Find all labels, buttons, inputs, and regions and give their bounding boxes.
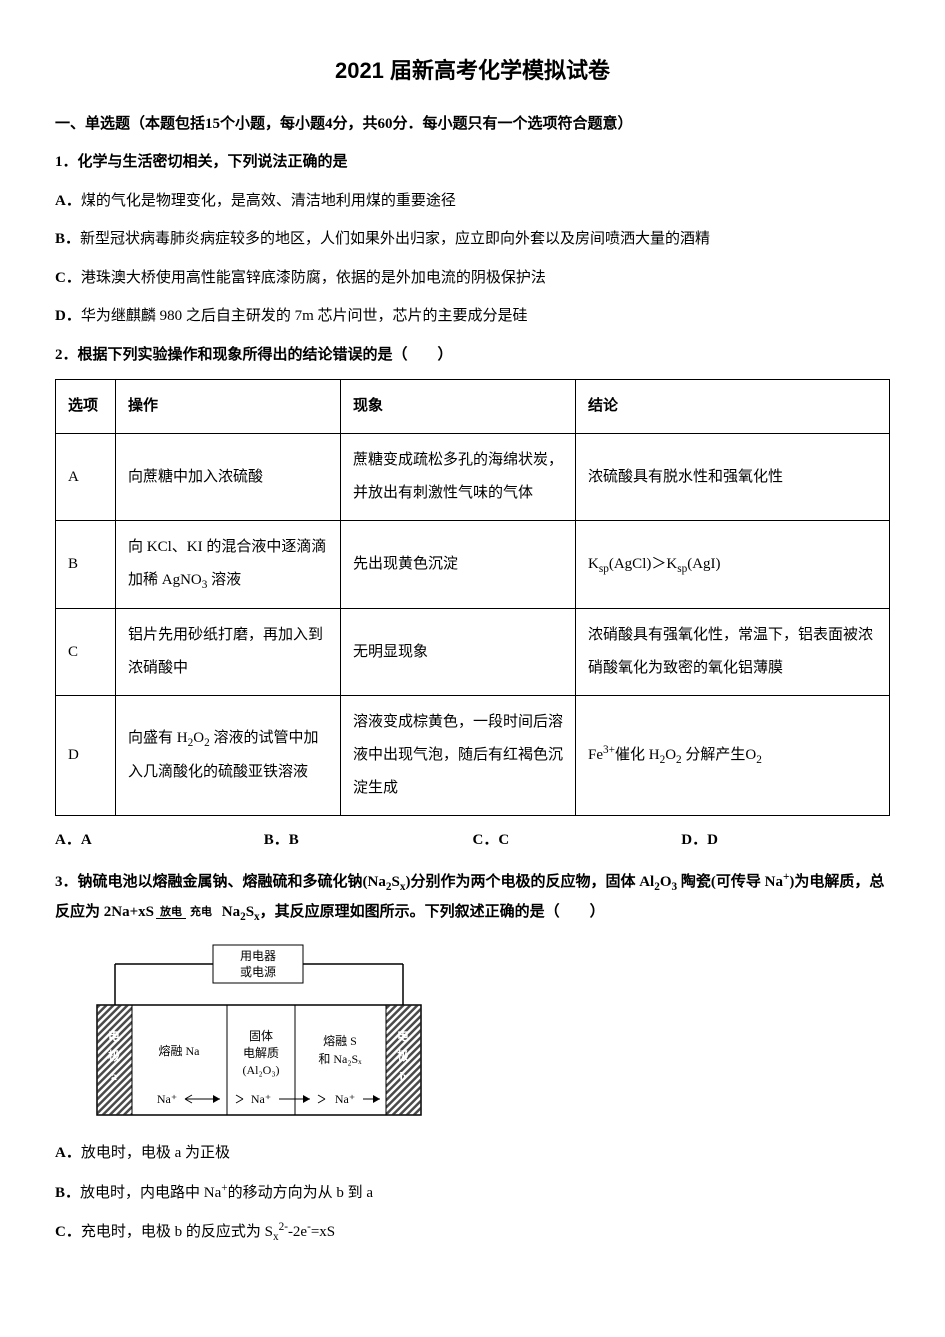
q1-option-a: A．煤的气化是物理变化，是高效、清洁地利用煤的重要途径 — [55, 187, 890, 216]
cell-d-conc: Fe3+催化 H2O2 分解产生O2 — [576, 696, 890, 816]
q3-c-label: C． — [55, 1224, 81, 1240]
cell-a-opt: A — [56, 434, 116, 521]
q1-d-text: 华为继麒麟 980 之后自主研发的 7m 芯片问世，芯片的主要成分是硅 — [81, 308, 528, 324]
q3-b-t1: 放电时，内电路中 Na — [80, 1185, 221, 1201]
q3-t5: 陶瓷(可传导 Na — [677, 874, 783, 890]
q3-option-a: A．放电时，电极 a 为正极 — [55, 1139, 890, 1168]
table-row: B 向 KCl、KI 的混合液中逐滴滴加稀 AgNO3 溶液 先出现黄色沉淀 K… — [56, 521, 890, 609]
q1-b-text: 新型冠状病毒肺炎病症较多的地区，人们如果外出归家，应立即向外套以及房间喷洒大量的… — [80, 231, 710, 247]
q2-answer-c: C．C — [473, 826, 682, 855]
battery-diagram: 用电器或电源电极a电极b熔融 Na固体电解质(Al₂O₃)熔融 S和 Na₂Sₓ… — [85, 940, 445, 1125]
cell-a-op: 向蔗糖中加入浓硫酸 — [116, 434, 341, 521]
th-phenomenon: 现象 — [341, 380, 576, 434]
q1-d-label: D． — [55, 308, 81, 324]
q2-answers: A．A B．B C．C D．D — [55, 826, 890, 855]
svg-text:固体: 固体 — [249, 1029, 273, 1043]
svg-text:电: 电 — [108, 1028, 120, 1043]
table-row: A 向蔗糖中加入浓硫酸 蔗糖变成疏松多孔的海绵状炭，并放出有刺激性气味的气体 浓… — [56, 434, 890, 521]
svg-text:Na⁺: Na⁺ — [335, 1092, 355, 1106]
q2-answer-b: B．B — [264, 826, 473, 855]
svg-text:Na⁺: Na⁺ — [251, 1092, 271, 1106]
q3-b-t2: 的移动方向为从 b 到 a — [228, 1185, 373, 1201]
q3-a-label: A． — [55, 1145, 81, 1161]
q1-c-label: C． — [55, 270, 81, 286]
svg-text:电解质: 电解质 — [243, 1046, 279, 1060]
svg-text:或电源: 或电源 — [240, 965, 276, 979]
svg-text:用电器: 用电器 — [240, 949, 276, 963]
svg-text:(Al₂O₃): (Al₂O₃) — [242, 1063, 279, 1077]
q1-text: 化学与生活密切相关，下列说法正确的是 — [78, 154, 348, 170]
cell-a-conc: 浓硫酸具有脱水性和强氧化性 — [576, 434, 890, 521]
q1-a-text: 煤的气化是物理变化，是高效、清洁地利用煤的重要途径 — [81, 193, 456, 209]
q1-option-c: C．港珠澳大桥使用高性能富锌底漆防腐，依据的是外加电流的阴极保护法 — [55, 264, 890, 293]
q2-stem: 2．根据下列实验操作和现象所得出的结论错误的是（ ） — [55, 341, 890, 370]
q2-text: 根据下列实验操作和现象所得出的结论错误的是（ ） — [78, 347, 453, 363]
cell-b-opt: B — [56, 521, 116, 609]
q2-answer-a: A．A — [55, 826, 264, 855]
th-option: 选项 — [56, 380, 116, 434]
cell-b-op: 向 KCl、KI 的混合液中逐滴滴加稀 AgNO3 溶液 — [116, 521, 341, 609]
th-conclusion: 结论 — [576, 380, 890, 434]
q3-t8: S — [246, 904, 254, 920]
table-row: D 向盛有 H2O2 溶液的试管中加入几滴酸化的硫酸亚铁溶液 溶液变成棕黄色，一… — [56, 696, 890, 816]
q3-option-c: C．充电时，电极 b 的反应式为 Sx2--2e-=xS — [55, 1217, 890, 1248]
q3-t4: O — [660, 874, 672, 890]
cell-a-phen: 蔗糖变成疏松多孔的海绵状炭，并放出有刺激性气味的气体 — [341, 434, 576, 521]
q1-option-b: B．新型冠状病毒肺炎病症较多的地区，人们如果外出归家，应立即向外套以及房间喷洒大… — [55, 225, 890, 254]
svg-text:Na⁺: Na⁺ — [157, 1092, 177, 1106]
q2-table: 选项 操作 现象 结论 A 向蔗糖中加入浓硫酸 蔗糖变成疏松多孔的海绵状炭，并放… — [55, 379, 890, 816]
q3-label: 3． — [55, 874, 78, 890]
svg-text:熔融 S: 熔融 S — [323, 1033, 357, 1048]
q3-a-text: 放电时，电极 a 为正极 — [81, 1145, 230, 1161]
table-row: C 铝片先用砂纸打磨，再加入到浓硝酸中 无明显现象 浓硝酸具有强氧化性，常温下，… — [56, 609, 890, 696]
page-title: 2021 届新高考化学模拟试卷 — [55, 50, 890, 92]
svg-text:熔融 Na: 熔融 Na — [159, 1043, 201, 1058]
cell-b-conc: Ksp(AgCl)＞Ksp(AgI) — [576, 521, 890, 609]
frac-bot: 充电 — [186, 906, 216, 918]
q1-label: 1． — [55, 154, 78, 170]
cell-b-phen: 先出现黄色沉淀 — [341, 521, 576, 609]
q3-c-t1: 充电时，电极 b 的反应式为 S — [81, 1224, 273, 1240]
q3-c-su1: 2- — [279, 1221, 288, 1233]
q3-option-b: B．放电时，内电路中 Na+的移动方向为从 b 到 a — [55, 1178, 890, 1208]
q2-answer-d: D．D — [681, 826, 890, 855]
reaction-arrows: 放电充电 — [156, 906, 216, 919]
svg-text:b: b — [400, 1069, 407, 1083]
q3-b-label: B． — [55, 1185, 80, 1201]
svg-text:和 Na₂Sₓ: 和 Na₂Sₓ — [318, 1052, 362, 1066]
q2-label: 2． — [55, 347, 78, 363]
table-header-row: 选项 操作 现象 结论 — [56, 380, 890, 434]
cell-c-phen: 无明显现象 — [341, 609, 576, 696]
cell-d-opt: D — [56, 696, 116, 816]
q3-c-t2: -2e — [288, 1224, 307, 1240]
cell-d-phen: 溶液变成棕黄色，一段时间后溶液中出现气泡，随后有红褐色沉淀生成 — [341, 696, 576, 816]
q1-c-text: 港珠澳大桥使用高性能富锌底漆防腐，依据的是外加电流的阴极保护法 — [81, 270, 546, 286]
svg-text:极: 极 — [108, 1048, 121, 1063]
q3-tail: ，其反应原理如图所示。下列叙述正确的是（ ） — [260, 904, 605, 920]
q3-t3: )分别作为两个电极的反应物，固体 Al — [405, 874, 654, 890]
q1-b-label: B． — [55, 231, 80, 247]
section-header: 一、单选题（本题包括15个小题，每小题4分，共60分．每小题只有一个选项符合题意… — [55, 110, 890, 139]
q1-option-d: D．华为继麒麟 980 之后自主研发的 7m 芯片问世，芯片的主要成分是硅 — [55, 302, 890, 331]
cell-d-op: 向盛有 H2O2 溶液的试管中加入几滴酸化的硫酸亚铁溶液 — [116, 696, 341, 816]
q3-t1: 钠硫电池以熔融金属钠、熔融硫和多硫化钠(Na — [78, 874, 386, 890]
q1-stem: 1．化学与生活密切相关，下列说法正确的是 — [55, 148, 890, 177]
th-operation: 操作 — [116, 380, 341, 434]
svg-text:极: 极 — [397, 1048, 410, 1063]
q3-t7: Na — [218, 904, 240, 920]
cell-c-opt: C — [56, 609, 116, 696]
q3-diagram: 用电器或电源电极a电极b熔融 Na固体电解质(Al₂O₃)熔融 S和 Na₂Sₓ… — [85, 940, 890, 1125]
cell-c-conc: 浓硝酸具有强氧化性，常温下，铝表面被浓硝酸氧化为致密的氧化铝薄膜 — [576, 609, 890, 696]
svg-text:a: a — [111, 1069, 117, 1083]
q3-stem: 3．钠硫电池以熔融金属钠、熔融硫和多硫化钠(Na2Sx)分别作为两个电极的反应物… — [55, 867, 890, 929]
svg-text:电: 电 — [397, 1028, 409, 1043]
q1-a-label: A． — [55, 193, 81, 209]
cell-c-op: 铝片先用砂纸打磨，再加入到浓硝酸中 — [116, 609, 341, 696]
q3-c-t3: =xS — [311, 1224, 335, 1240]
frac-top: 放电 — [156, 906, 186, 919]
q3-t2: S — [391, 874, 399, 890]
